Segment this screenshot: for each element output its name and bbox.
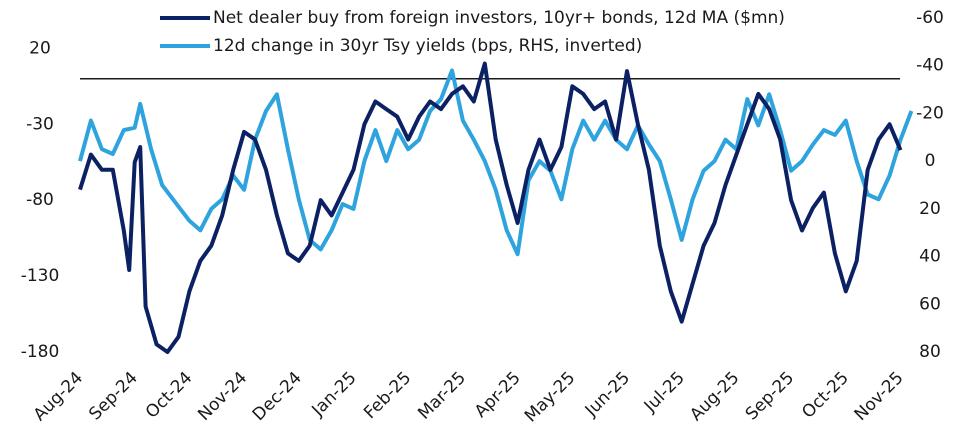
y2-tick-label: 40 [919, 247, 941, 267]
y-tick-label: -130 [21, 266, 60, 286]
x-tick-label: Apr-25 [471, 368, 525, 422]
x-tick-label: Dec-24 [249, 368, 306, 425]
x-tick-label: Nov-25 [851, 368, 908, 425]
y2-tick-label: -60 [916, 8, 944, 28]
x-tick-label: Oct-24 [142, 368, 197, 423]
y2-tick-label: -40 [916, 56, 944, 76]
y2-tick-label: 20 [919, 199, 941, 219]
y-tick-label: -30 [26, 114, 54, 134]
y-tick-label: 20 [29, 38, 51, 58]
series-line [78, 61, 903, 354]
series-line [78, 68, 914, 257]
y2-tick-label: 80 [919, 342, 941, 362]
x-tick-label: Jan-25 [308, 368, 361, 421]
x-tick-label: Mar-25 [414, 368, 470, 424]
y2-tick-label: 0 [925, 151, 936, 171]
x-tick-label: Aug-24 [30, 368, 87, 425]
x-tick-label: May-25 [521, 368, 579, 426]
legend-label: Net dealer buy from foreign investors, 1… [213, 8, 785, 28]
y2-tick-label: 60 [919, 294, 941, 314]
x-tick-label: Sep-25 [742, 368, 798, 424]
x-tick-label: Feb-25 [360, 368, 415, 423]
x-tick-label: Jul-25 [640, 368, 689, 417]
y2-tick-label: -20 [916, 103, 944, 123]
legend-label: 12d change in 30yr Tsy yields (bps, RHS,… [213, 36, 642, 56]
x-tick-label: Jun-25 [581, 368, 634, 421]
x-tick-label: Sep-24 [85, 368, 141, 424]
y-tick-label: -180 [21, 342, 60, 362]
x-tick-label: Nov-24 [194, 368, 251, 425]
y-tick-label: -80 [26, 190, 54, 210]
x-tick-label: Aug-25 [686, 368, 743, 425]
x-tick-label: Oct-25 [798, 368, 853, 423]
